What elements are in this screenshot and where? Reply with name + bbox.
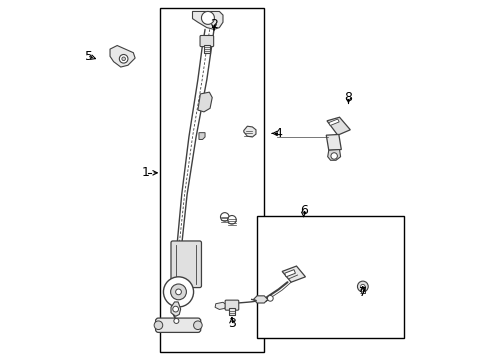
Polygon shape (284, 270, 295, 277)
Circle shape (175, 289, 181, 295)
Bar (257, 216, 403, 338)
Polygon shape (192, 12, 223, 30)
Circle shape (227, 216, 236, 224)
Text: 7: 7 (358, 287, 366, 300)
FancyBboxPatch shape (200, 36, 213, 46)
Circle shape (119, 54, 128, 63)
Wedge shape (201, 12, 214, 24)
Circle shape (193, 321, 202, 329)
Polygon shape (199, 133, 204, 139)
Polygon shape (282, 266, 305, 282)
Circle shape (220, 213, 228, 221)
Polygon shape (253, 296, 267, 303)
Circle shape (163, 277, 193, 307)
Text: 1: 1 (142, 166, 149, 179)
Circle shape (154, 321, 163, 329)
Polygon shape (326, 117, 349, 135)
Circle shape (357, 281, 367, 292)
Text: 6: 6 (299, 204, 307, 217)
Text: 4: 4 (274, 127, 282, 140)
Circle shape (172, 306, 178, 312)
Polygon shape (215, 302, 226, 310)
Polygon shape (244, 126, 255, 137)
Text: 2: 2 (210, 18, 218, 31)
Polygon shape (198, 92, 212, 112)
FancyBboxPatch shape (155, 318, 201, 332)
Circle shape (330, 153, 337, 159)
Polygon shape (110, 45, 135, 67)
Text: 5: 5 (84, 50, 92, 63)
Polygon shape (328, 119, 339, 126)
Bar (160, 8, 264, 352)
Bar (228, 309, 234, 315)
Bar (203, 45, 209, 53)
Circle shape (174, 319, 179, 323)
Circle shape (170, 284, 186, 300)
Text: 8: 8 (344, 91, 352, 104)
FancyBboxPatch shape (224, 300, 238, 310)
Polygon shape (171, 302, 180, 316)
Polygon shape (327, 149, 340, 160)
Text: 3: 3 (227, 317, 235, 330)
Bar (360, 286, 364, 293)
Circle shape (267, 296, 273, 301)
Circle shape (360, 284, 364, 289)
FancyBboxPatch shape (171, 241, 201, 288)
Circle shape (122, 57, 125, 60)
Polygon shape (325, 134, 341, 150)
